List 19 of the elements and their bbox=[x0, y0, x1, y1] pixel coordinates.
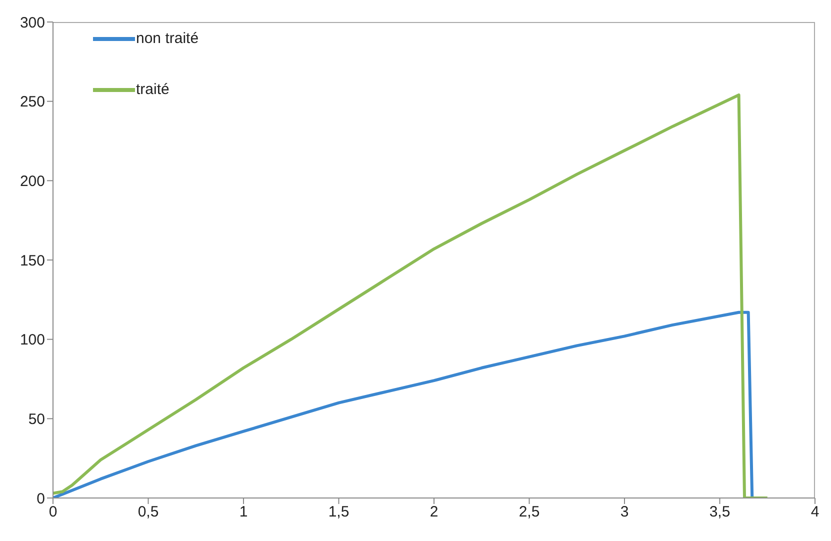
legend-label: non traité bbox=[136, 30, 199, 47]
y-tick-label: 300 bbox=[20, 14, 45, 32]
x-tick-label: 2,5 bbox=[518, 504, 540, 521]
x-tick-label: 3,5 bbox=[709, 504, 730, 521]
x-tick-label: 1,5 bbox=[328, 504, 350, 521]
y-tick-label: 100 bbox=[20, 332, 45, 349]
legend-label: traité bbox=[136, 81, 170, 98]
x-tick-label: 4 bbox=[810, 504, 820, 521]
y-tick-label: 50 bbox=[28, 410, 45, 428]
x-tick-label: 2 bbox=[430, 504, 438, 521]
x-tick-label: 0 bbox=[48, 504, 58, 521]
y-tick-label: 250 bbox=[20, 94, 45, 111]
x-tick-label: 0,5 bbox=[138, 504, 159, 521]
y-tick-label: 200 bbox=[20, 172, 45, 190]
x-tick-label: 1 bbox=[239, 504, 248, 521]
x-tick-label: 3 bbox=[620, 504, 629, 521]
y-tick-label: 150 bbox=[20, 252, 45, 270]
line-series bbox=[53, 93, 769, 498]
y-tick-label: 0 bbox=[36, 490, 45, 508]
